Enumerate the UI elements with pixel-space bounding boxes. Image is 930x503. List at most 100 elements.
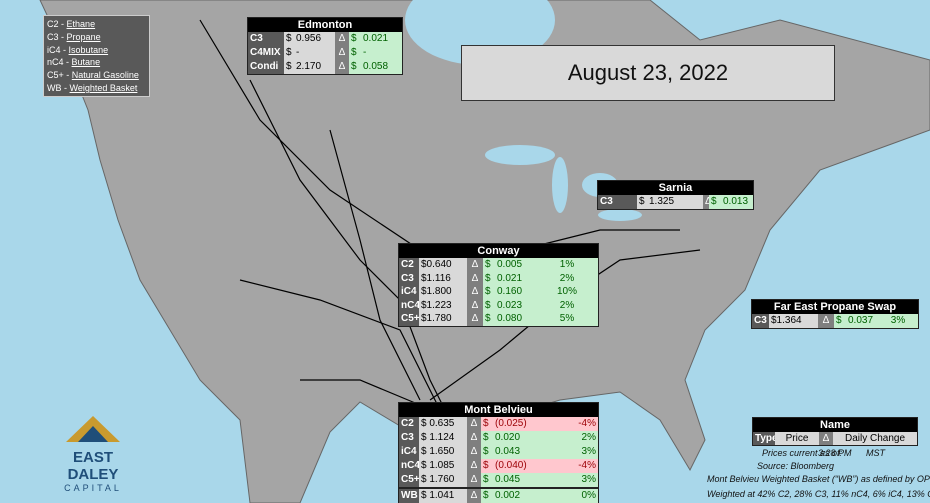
table-cell: Δ [467,258,483,272]
table-cell: $ [349,60,361,74]
table-title: Sarnia [598,181,753,195]
legend-separator: - [63,44,67,55]
table-cell: $1.116 [419,271,467,286]
table-cell: iC4 [399,285,419,299]
table-row: C4MIX $ - Δ $ - [248,46,402,60]
lake [598,209,642,221]
table-cell: $ [481,445,493,459]
table-cell: $ [481,459,493,473]
table-cell: $ 1.041 [419,489,467,503]
legend-separator: - [64,82,68,93]
table-cell: Δ [467,312,483,326]
table-row: nC4 $ 1.085 Δ $ (0.040) -4% [399,459,598,473]
table-cell: 0.045 [493,473,533,487]
note: MST [866,448,885,458]
date: August 23, 2022 [567,60,729,85]
legend-name: Isobutane [68,44,109,55]
table-cell: $ [481,489,493,503]
table-cell: 0.058 [361,60,402,74]
table-row: Condi $2.170 Δ $0.058 [248,60,402,74]
legend-separator: - [66,70,70,81]
note: Prices current as of: [762,448,843,458]
table-row: C5+ $ 1.760 Δ $0.045 3% [399,473,598,487]
legend-item: WB - Weighted Basket [47,82,146,95]
table-cell: Δ [467,298,483,313]
table-cell: $ [349,32,361,46]
legend-code: C3 [47,31,59,42]
mont_belvieu-table: Mont Belvieu C2 $ 0.635 Δ $ (0.025) -4% C3 $ 1.1… [398,402,599,503]
table-cell: C3 [399,431,419,445]
table-row: WB $ 1.041 Δ $0.002 0% [399,487,598,503]
legend-separator: - [61,31,65,42]
table-cell: C5+ [399,312,419,326]
table-cell: 0.021 [495,271,536,286]
table-cell: Δ [467,459,481,473]
table-cell: $ 1.124 [419,431,467,445]
legend-name: Natural Gasoline [71,70,139,81]
table-row: nC4 $1.223 Δ $0.023 2% [399,298,598,313]
table-cell: $ [834,314,846,328]
table-cell: $ 1.085 [419,459,467,473]
logo-name: EAST DALEY [67,449,119,483]
table-cell: Δ [818,314,834,328]
legend-code: C5+ [47,70,64,81]
table-cell: $ [483,271,495,286]
legend-name: Weighted Basket [69,82,138,93]
table-row: C3 $0.956 Δ $0.021 [248,32,402,46]
table-cell: 2% [533,431,598,445]
table-cell: Type [753,432,775,445]
sarnia-table: Sarnia C3 $1.325 Δ $0.013 [597,180,754,210]
legend-name: Propane [66,31,101,42]
table-cell: Δ [467,285,483,299]
table-title: Edmonton [248,18,402,32]
edmonton-table: Edmonton C3 $0.956 Δ $0.021 C4MIX $ - Δ $ - Condi $2… [247,17,403,75]
table-cell: $ [483,298,495,313]
legend: C2 - Ethane C3 - Propane iC4 - Isobutane nC… [43,15,150,97]
table-title: Name [753,418,917,432]
table-cell: C3 [248,32,284,46]
table-title: Conway [399,244,598,258]
table-row: C5+ $1.780 Δ $0.080 5% [399,312,598,326]
table-cell: $ [481,473,493,487]
table-cell: 5% [536,312,598,326]
table-row: C3 $1.116 Δ $0.021 2% [399,271,598,286]
table-row: C3 $1.364 Δ $0.037 3% [752,314,918,328]
table-row: iC4 $ 1.650 Δ $0.043 3% [399,445,598,459]
table-cell: -4% [533,417,598,431]
table-cell: Δ [819,432,833,445]
table-cell: $1.223 [419,298,467,313]
table-row: C2 $0.640 Δ $0.005 1% [399,258,598,272]
table-cell: 0% [533,489,598,503]
table-cell: 2% [536,298,598,313]
table-cell: 0.160 [495,285,536,299]
table-cell: (0.025) [493,417,533,431]
table-cell: C3 [752,314,769,328]
legend-name: Ethane [66,19,96,29]
table-cell: - [361,46,402,60]
table-row: C3 $ 1.124 Δ $0.020 2% [399,431,598,445]
table-cell: $1.800 [419,285,467,299]
legend-item: iC4 - Isobutane [47,44,146,57]
table-cell: nC4 [399,459,419,473]
legend-item: nC4 - Butane [47,56,146,69]
table-title: Mont Belvieu [399,403,598,417]
legend-separator: - [61,19,65,29]
table-cell: $ [483,258,495,272]
note: Source: Bloomberg [757,461,835,471]
table-cell: Δ [467,473,481,487]
table-cell: $ [483,312,495,326]
logo-sub: CAPITAL [64,483,122,493]
table-cell: 0.023 [495,298,536,313]
table-cell: 0.021 [361,32,402,46]
table-cell: Δ [467,489,481,503]
table-cell: C5+ [399,473,419,487]
table-cell: $ [637,195,647,209]
table-cell: nC4 [399,298,419,313]
far_east-table: Far East Propane Swap C3 $1.364 Δ $0.037 3% [751,299,919,329]
table-cell: 0.020 [493,431,533,445]
table-row: C2 $ 0.635 Δ $ (0.025) -4% [399,417,598,431]
table-cell: Δ [335,32,349,46]
key-table: Name Type Price Δ Daily Change [752,417,918,446]
legend-item: C5+ - Natural Gasoline [47,69,146,82]
